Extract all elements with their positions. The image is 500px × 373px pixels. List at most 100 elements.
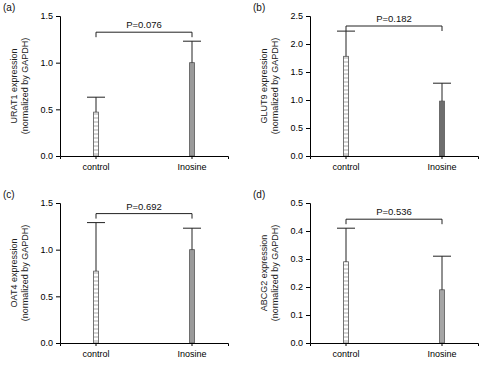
- error-bar-cap: [183, 228, 201, 229]
- x-tick: control: [82, 343, 109, 359]
- x-tick-label: Inosine: [177, 349, 206, 359]
- y-tick-label: 0.5: [290, 123, 303, 133]
- y-tick: 1.5: [290, 67, 310, 77]
- p-value: P=0.182: [376, 13, 412, 24]
- error-bar-cap: [337, 228, 355, 229]
- bar: [440, 101, 445, 156]
- y-tick-mark: [56, 296, 60, 297]
- y-tick-mark: [306, 128, 310, 129]
- panel-label: (a): [3, 2, 15, 13]
- panel: 0.00.51.01.5controlInosineP=0.076URAT1 e…: [3, 2, 229, 172]
- y-tick-label: 2.5: [290, 11, 303, 21]
- x-axis-line: [61, 157, 229, 160]
- error-bar: [183, 41, 201, 62]
- x-tick: Inosine: [427, 156, 456, 172]
- significance-bracket: [96, 32, 192, 37]
- x-tick: control: [332, 156, 359, 172]
- y-tick-label: 1.0: [40, 58, 53, 68]
- y-tick-label: 1.0: [290, 95, 303, 105]
- x-tick-mark: [96, 343, 97, 346]
- p-value: P=0.076: [126, 19, 162, 30]
- y-tick: 1.0: [40, 245, 60, 255]
- error-bar: [87, 97, 105, 112]
- error-bar: [183, 228, 201, 249]
- x-tick-mark: [442, 343, 443, 346]
- significance-bracket: [96, 214, 192, 219]
- y-axis-title: GLUT9 expression: [259, 48, 269, 123]
- x-tick-mark: [442, 156, 443, 159]
- x-tick-mark: [346, 343, 347, 346]
- x-axis-line: [311, 157, 479, 160]
- x-tick: control: [332, 343, 359, 359]
- error-bar-cap: [433, 83, 451, 84]
- marks: [87, 41, 201, 156]
- error-bar-stem: [346, 228, 347, 262]
- y-axis-line: [306, 204, 311, 344]
- y-axis-title: OAT4 expression: [9, 239, 19, 308]
- y-tick-label: 0.5: [40, 105, 53, 115]
- y-tick: 1.0: [40, 58, 60, 68]
- plot-area: 0.0 0.5 1.0 1.5 2.0 2.5 control Inosine P=0.182: [290, 11, 478, 172]
- marks: [337, 228, 451, 343]
- y-tick-label: 0.1: [290, 310, 303, 320]
- y-tick-label: 0.4: [290, 226, 303, 236]
- y-tick-label: 1.0: [40, 245, 53, 255]
- x-axis: control Inosine: [311, 156, 479, 172]
- error-bar-stem: [192, 41, 193, 62]
- y-tick-mark: [56, 156, 60, 157]
- panel: 0.00.51.01.5controlInosineP=0.692OAT4 ex…: [3, 189, 229, 359]
- y-tick-mark: [306, 287, 310, 288]
- y-tick-label: 0.0: [290, 338, 303, 348]
- x-axis-line: [311, 344, 479, 347]
- y-tick: 0.5: [40, 292, 60, 302]
- x-tick: control: [82, 156, 109, 172]
- y-tick-label: 2.0: [290, 39, 303, 49]
- y-tick: 0.2: [290, 282, 310, 292]
- bar: [440, 290, 445, 343]
- x-axis: control Inosine: [61, 156, 229, 172]
- x-tick-mark: [192, 156, 193, 159]
- error-bar: [337, 228, 355, 262]
- significance-bracket: [346, 26, 442, 31]
- y-tick-mark: [56, 203, 60, 204]
- error-bar-cap: [183, 41, 201, 42]
- error-bar-stem: [442, 256, 443, 290]
- y-tick: 2.5: [290, 11, 310, 21]
- panel: 0.0 0.5 1.0 1.5 2.0 2.5 control Inosine P=0.182 G…: [253, 2, 479, 172]
- marks: [337, 31, 451, 156]
- plot-area: 0.00.51.01.5controlInosineP=0.692: [40, 198, 228, 359]
- y-tick-mark: [56, 63, 60, 64]
- error-bar: [337, 31, 355, 56]
- y-axis-title: (normalized by GAPDH): [270, 38, 280, 135]
- x-axis-line: [61, 344, 229, 347]
- y-tick-label: 0.0: [290, 151, 303, 161]
- y-tick-mark: [306, 72, 310, 73]
- x-tick: Inosine: [177, 156, 206, 172]
- y-tick-label: 1.5: [40, 198, 53, 208]
- y-tick-label: 0.0: [40, 338, 53, 348]
- y-tick-label: 0.5: [40, 292, 53, 302]
- y-tick-mark: [56, 343, 60, 344]
- bar: [344, 56, 349, 156]
- y-tick-label: 0.0: [40, 151, 53, 161]
- y-tick-mark: [56, 109, 60, 110]
- y-tick-mark: [306, 259, 310, 260]
- error-bar-stem: [96, 97, 97, 112]
- y-tick: 0.5: [290, 123, 310, 133]
- y-tick-label: 0.3: [290, 254, 303, 264]
- bar: [94, 112, 99, 156]
- y-tick-mark: [306, 231, 310, 232]
- p-value: P=0.536: [376, 206, 412, 217]
- x-tick-mark: [192, 343, 193, 346]
- y-tick-mark: [306, 100, 310, 101]
- y-axis: 0.0 0.1 0.2 0.3 0.4 0.5: [290, 198, 310, 348]
- y-tick-label: 1.5: [40, 11, 53, 21]
- x-tick-label: control: [82, 349, 109, 359]
- error-bar-stem: [346, 31, 347, 56]
- y-axis-line: [306, 17, 311, 157]
- x-tick: Inosine: [427, 343, 456, 359]
- panel-label: (b): [253, 2, 265, 13]
- y-tick-label: 0.5: [290, 198, 303, 208]
- y-tick: 0.0: [40, 338, 60, 348]
- y-axis-line: [56, 204, 61, 344]
